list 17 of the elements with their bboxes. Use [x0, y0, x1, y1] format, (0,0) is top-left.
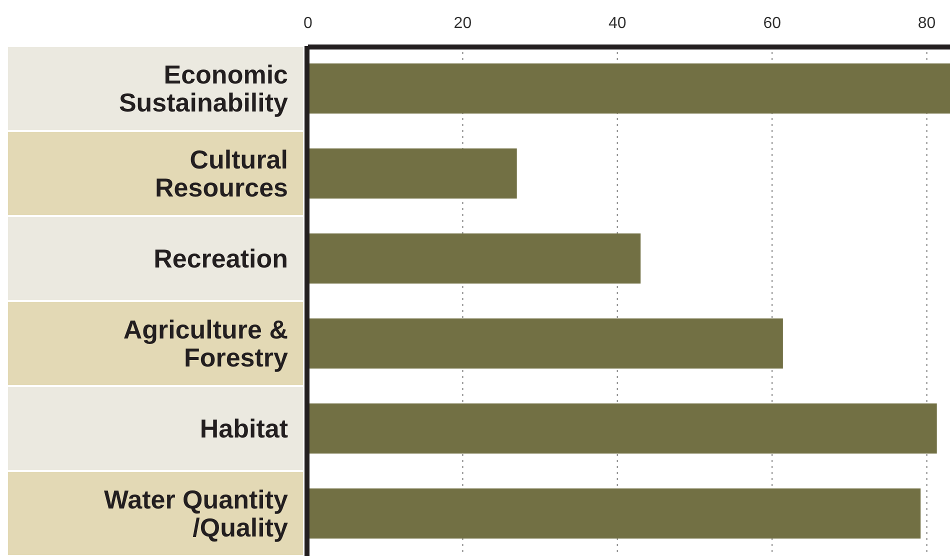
x-tick-label: 40: [608, 15, 626, 32]
y-tick-label: Habitat: [200, 414, 288, 444]
x-tick-label: 60: [763, 15, 782, 32]
y-tick-label: Agriculture & Forestry: [123, 314, 289, 372]
y-tick-label: Cultural Resources: [155, 144, 288, 202]
x-tick-label: 80: [918, 15, 936, 32]
bar: [308, 488, 921, 539]
bar: [308, 403, 937, 454]
y-tick-label: Economic Sustainability: [118, 60, 289, 118]
y-tick-label: Recreation: [154, 244, 288, 274]
bar: [308, 233, 641, 284]
bar: [308, 63, 950, 114]
x-tick-label: 0: [304, 15, 313, 32]
bar: [308, 148, 517, 199]
x-tick-label: 20: [454, 15, 472, 32]
bar: [308, 318, 783, 369]
y-tick-label: Water Quantity /Quality: [104, 484, 289, 542]
